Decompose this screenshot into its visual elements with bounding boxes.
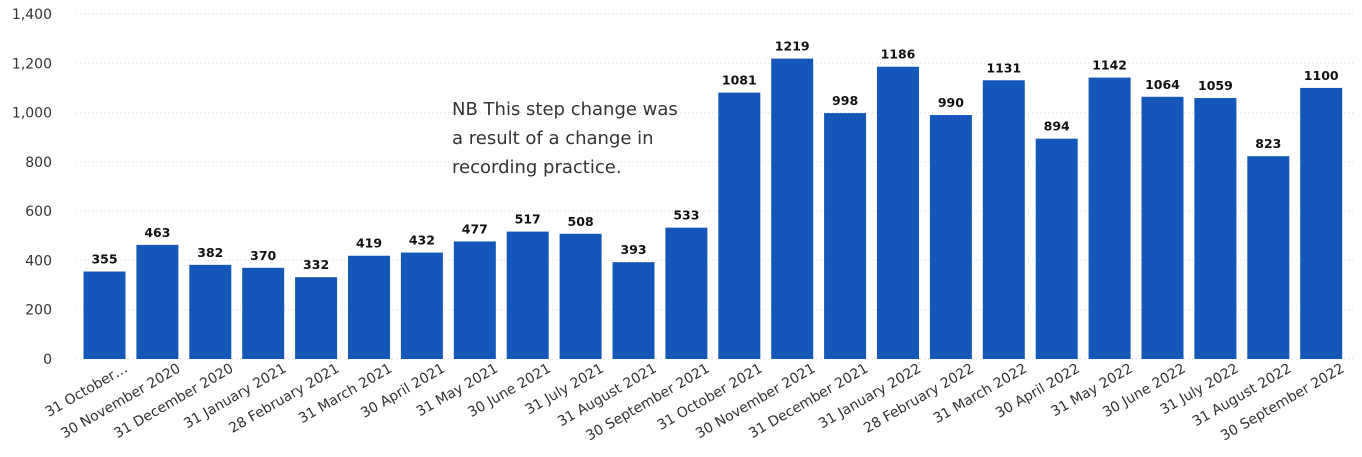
data-label: 517 <box>515 212 541 227</box>
bar <box>189 264 232 359</box>
bar <box>1035 138 1078 359</box>
data-label: 823 <box>1255 136 1281 151</box>
bar <box>929 115 972 360</box>
data-label: 1219 <box>775 39 810 54</box>
data-label: 990 <box>938 95 964 110</box>
bars <box>83 58 1343 360</box>
y-tick-label: 200 <box>25 303 52 319</box>
bar <box>1141 96 1184 360</box>
bar <box>824 113 867 359</box>
data-label: 370 <box>250 248 276 263</box>
data-labels: 355 463 382 370 332 419 432 477 517 508 393 533 1081… <box>91 39 1338 273</box>
y-tick-label: 400 <box>25 253 52 269</box>
bar <box>506 231 549 359</box>
data-label: 894 <box>1044 119 1070 134</box>
y-tick-label: 1,200 <box>12 56 52 72</box>
data-label: 998 <box>832 93 858 108</box>
bar <box>136 244 179 359</box>
y-tick-label: 1,000 <box>12 106 52 122</box>
bar <box>559 233 602 359</box>
data-label: 332 <box>303 257 329 272</box>
data-label: 533 <box>673 208 699 223</box>
chart-annotation: NB This step change was a result of a ch… <box>452 99 678 178</box>
data-label: 477 <box>462 221 488 236</box>
y-tick-label: 0 <box>43 352 52 368</box>
y-tick-label: 600 <box>25 204 52 220</box>
x-tick-label: 31 March 2022 <box>931 361 1030 427</box>
x-tick-label: 31 March 2021 <box>296 361 395 427</box>
data-label: 1131 <box>986 60 1021 75</box>
data-label: 393 <box>620 242 646 257</box>
data-label: 1186 <box>881 47 916 62</box>
bar <box>348 255 390 359</box>
bar <box>1247 156 1290 359</box>
data-label: 1081 <box>722 73 757 88</box>
bar <box>453 241 496 359</box>
bar <box>877 66 919 359</box>
data-label: 1059 <box>1198 78 1233 93</box>
bar <box>1088 77 1131 359</box>
bar <box>718 92 761 359</box>
bar <box>1194 98 1237 360</box>
data-label: 382 <box>197 245 223 260</box>
bar <box>1300 87 1343 359</box>
gridlines <box>76 13 1356 360</box>
bar <box>83 271 126 359</box>
data-label: 1064 <box>1145 77 1180 92</box>
bar <box>612 262 655 359</box>
data-label: 1142 <box>1092 58 1127 73</box>
bar <box>982 80 1025 360</box>
data-label: 355 <box>91 252 117 267</box>
y-axis-ticks: 0 200 400 600 800 1,000 1,200 1,400 <box>12 7 52 368</box>
bar <box>242 267 285 359</box>
data-label: 508 <box>568 214 594 229</box>
bar <box>295 277 338 359</box>
y-tick-label: 1,400 <box>12 7 52 23</box>
data-label: 1100 <box>1304 68 1339 83</box>
bar <box>665 227 708 359</box>
data-label: 419 <box>356 236 382 251</box>
y-tick-label: 800 <box>25 155 52 171</box>
data-label: 463 <box>144 225 170 240</box>
bar <box>400 252 443 359</box>
bar <box>771 58 814 359</box>
data-label: 432 <box>409 233 435 248</box>
